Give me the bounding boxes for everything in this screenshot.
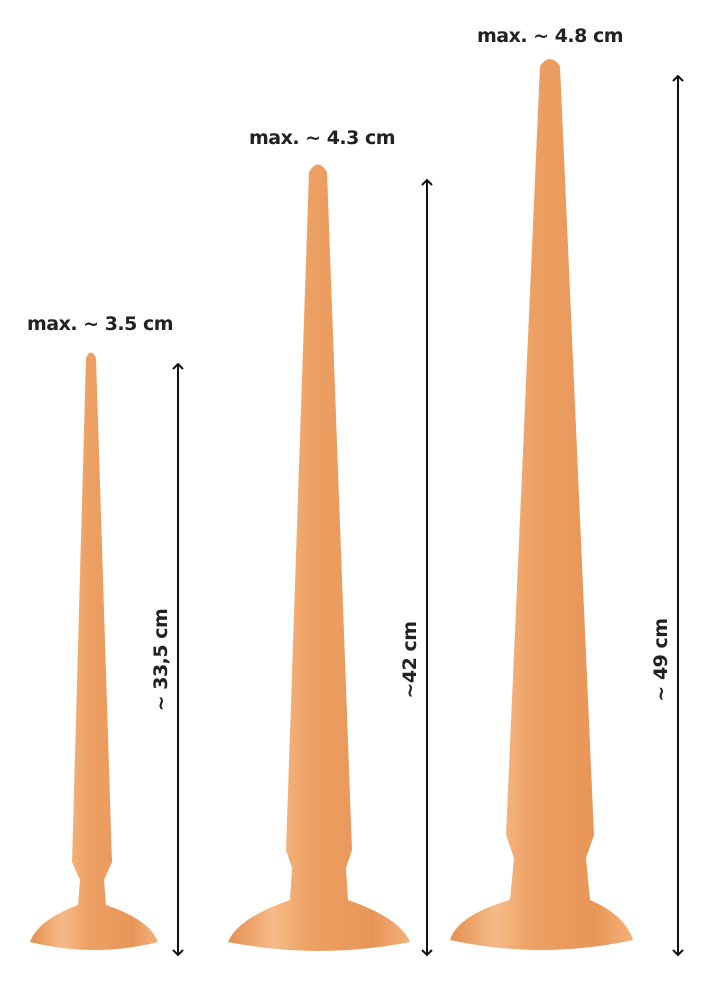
cone-body: [228, 164, 410, 951]
width-label: max. ~ 3.5 cm: [27, 313, 173, 335]
length-label: ~42 cm: [399, 621, 421, 698]
length-label: ~ 33,5 cm: [150, 609, 172, 712]
product-large: max. ~ 4.8 cm ~ 49 cm: [450, 25, 684, 957]
width-label: max. ~ 4.3 cm: [249, 127, 395, 149]
product-medium: max. ~ 4.3 cm ~42 cm: [228, 127, 433, 957]
cone-body: [450, 59, 633, 950]
product-small: max. ~ 3.5 cm ~ 33,5 cm: [27, 313, 184, 957]
width-label: max. ~ 4.8 cm: [477, 25, 623, 47]
length-label: ~ 49 cm: [650, 618, 672, 701]
cone-body: [30, 352, 158, 950]
